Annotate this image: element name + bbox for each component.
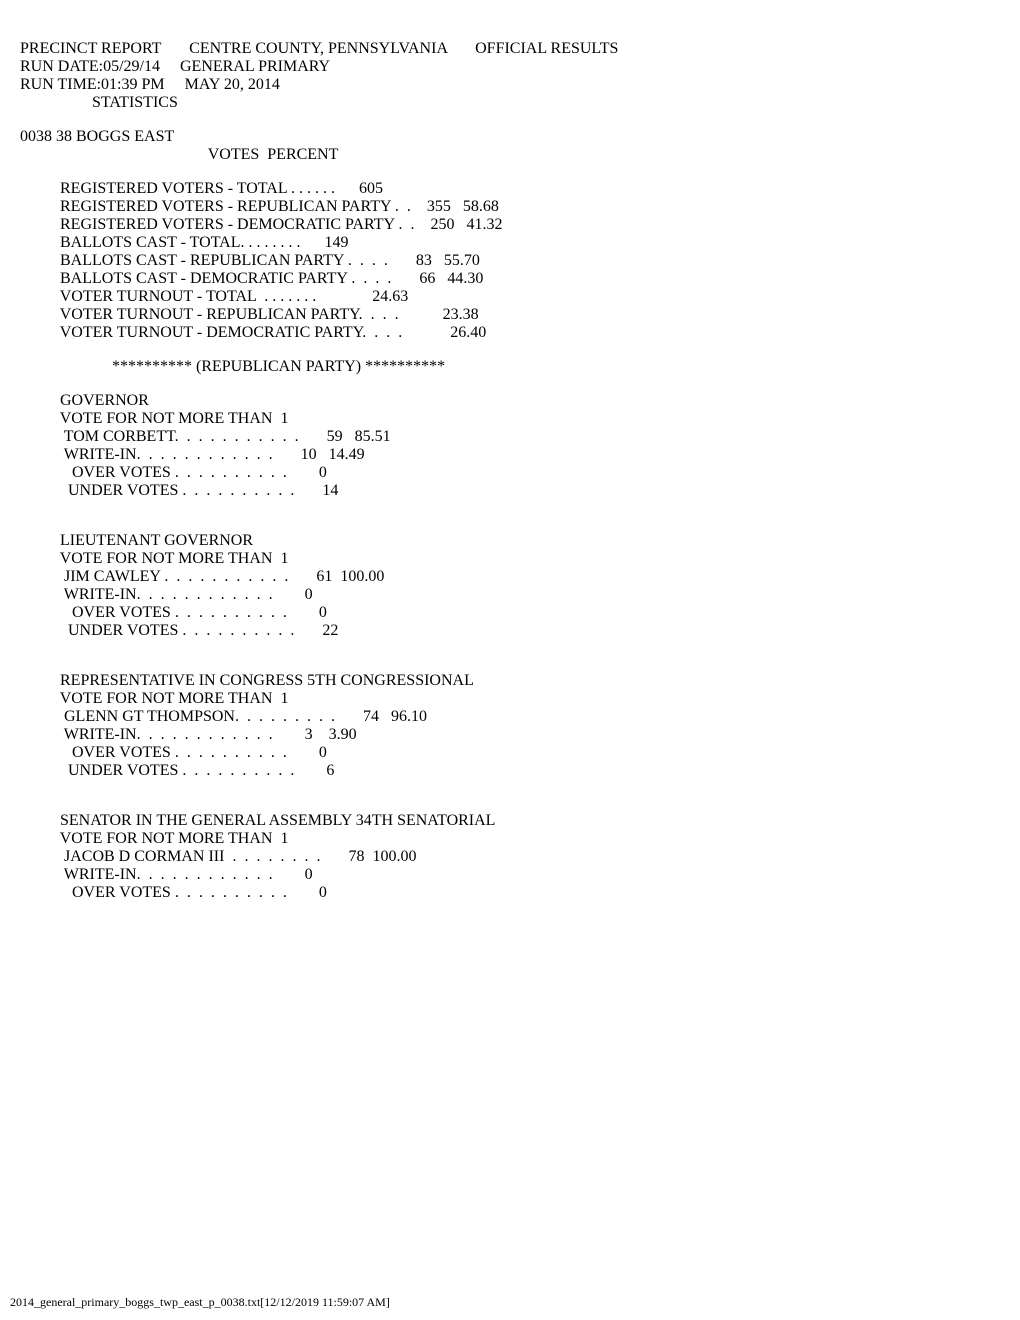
race-result-line: TOM CORBETT. . . . . . . . . . . 59 85.5… [20, 428, 1000, 446]
stat-line: VOTER TURNOUT - DEMOCRATIC PARTY. . . . … [20, 324, 1000, 342]
party-header: ********** (REPUBLICAN PARTY) ********** [20, 358, 1000, 376]
stat-line: BALLOTS CAST - REPUBLICAN PARTY . . . . … [20, 252, 1000, 270]
race-result-line: UNDER VOTES . . . . . . . . . . 14 [20, 482, 1000, 500]
race-title: REPRESENTATIVE IN CONGRESS 5TH CONGRESSI… [20, 672, 1000, 690]
race-result-line: JACOB D CORMAN III . . . . . . . . 78 10… [20, 848, 1000, 866]
race-subtitle: VOTE FOR NOT MORE THAN 1 [20, 690, 1000, 708]
stat-line: BALLOTS CAST - DEMOCRATIC PARTY . . . . … [20, 270, 1000, 288]
precinct-name: 0038 38 BOGGS EAST [20, 128, 1000, 146]
race-result-line: OVER VOTES . . . . . . . . . . 0 [20, 884, 1000, 902]
race-result-line: OVER VOTES . . . . . . . . . . 0 [20, 464, 1000, 482]
race-subtitle: VOTE FOR NOT MORE THAN 1 [20, 550, 1000, 568]
race-result-line: UNDER VOTES . . . . . . . . . . 22 [20, 622, 1000, 640]
race-result-line: JIM CAWLEY . . . . . . . . . . . 61 100.… [20, 568, 1000, 586]
stat-line: VOTER TURNOUT - REPUBLICAN PARTY. . . . … [20, 306, 1000, 324]
stat-line: REGISTERED VOTERS - REPUBLICAN PARTY . .… [20, 198, 1000, 216]
header-line-4: STATISTICS [20, 94, 1000, 112]
race-result-line: WRITE-IN. . . . . . . . . . . . 0 [20, 586, 1000, 604]
votes-header: VOTES PERCENT [20, 146, 1000, 164]
race-subtitle: VOTE FOR NOT MORE THAN 1 [20, 410, 1000, 428]
race-result-line: OVER VOTES . . . . . . . . . . 0 [20, 744, 1000, 762]
header-line-2: RUN DATE:05/29/14 GENERAL PRIMARY [20, 58, 1000, 76]
races-block: GOVERNOR VOTE FOR NOT MORE THAN 1 TOM CO… [20, 392, 1000, 902]
race-result-line: WRITE-IN. . . . . . . . . . . . 3 3.90 [20, 726, 1000, 744]
stat-line: BALLOTS CAST - TOTAL. . . . . . . . 149 [20, 234, 1000, 252]
stat-line: REGISTERED VOTERS - DEMOCRATIC PARTY . .… [20, 216, 1000, 234]
race-subtitle: VOTE FOR NOT MORE THAN 1 [20, 830, 1000, 848]
race-result-line: WRITE-IN. . . . . . . . . . . . 0 [20, 866, 1000, 884]
race-result-line: GLENN GT THOMPSON. . . . . . . . . 74 96… [20, 708, 1000, 726]
race-title: GOVERNOR [20, 392, 1000, 410]
race-result-line: WRITE-IN. . . . . . . . . . . . 10 14.49 [20, 446, 1000, 464]
report-header: PRECINCT REPORT CENTRE COUNTY, PENNSYLVA… [20, 40, 1000, 112]
race-title: LIEUTENANT GOVERNOR [20, 532, 1000, 550]
race-result-line: UNDER VOTES . . . . . . . . . . 6 [20, 762, 1000, 780]
header-line-1: PRECINCT REPORT CENTRE COUNTY, PENNSYLVA… [20, 40, 1000, 58]
header-line-3: RUN TIME:01:39 PM MAY 20, 2014 [20, 76, 1000, 94]
stat-line: REGISTERED VOTERS - TOTAL . . . . . . 60… [20, 180, 1000, 198]
race-result-line: OVER VOTES . . . . . . . . . . 0 [20, 604, 1000, 622]
footer-text: 2014_general_primary_boggs_twp_east_p_00… [10, 1295, 390, 1310]
statistics-block: REGISTERED VOTERS - TOTAL . . . . . . 60… [20, 180, 1000, 342]
race-title: SENATOR IN THE GENERAL ASSEMBLY 34TH SEN… [20, 812, 1000, 830]
stat-line: VOTER TURNOUT - TOTAL . . . . . . . 24.6… [20, 288, 1000, 306]
